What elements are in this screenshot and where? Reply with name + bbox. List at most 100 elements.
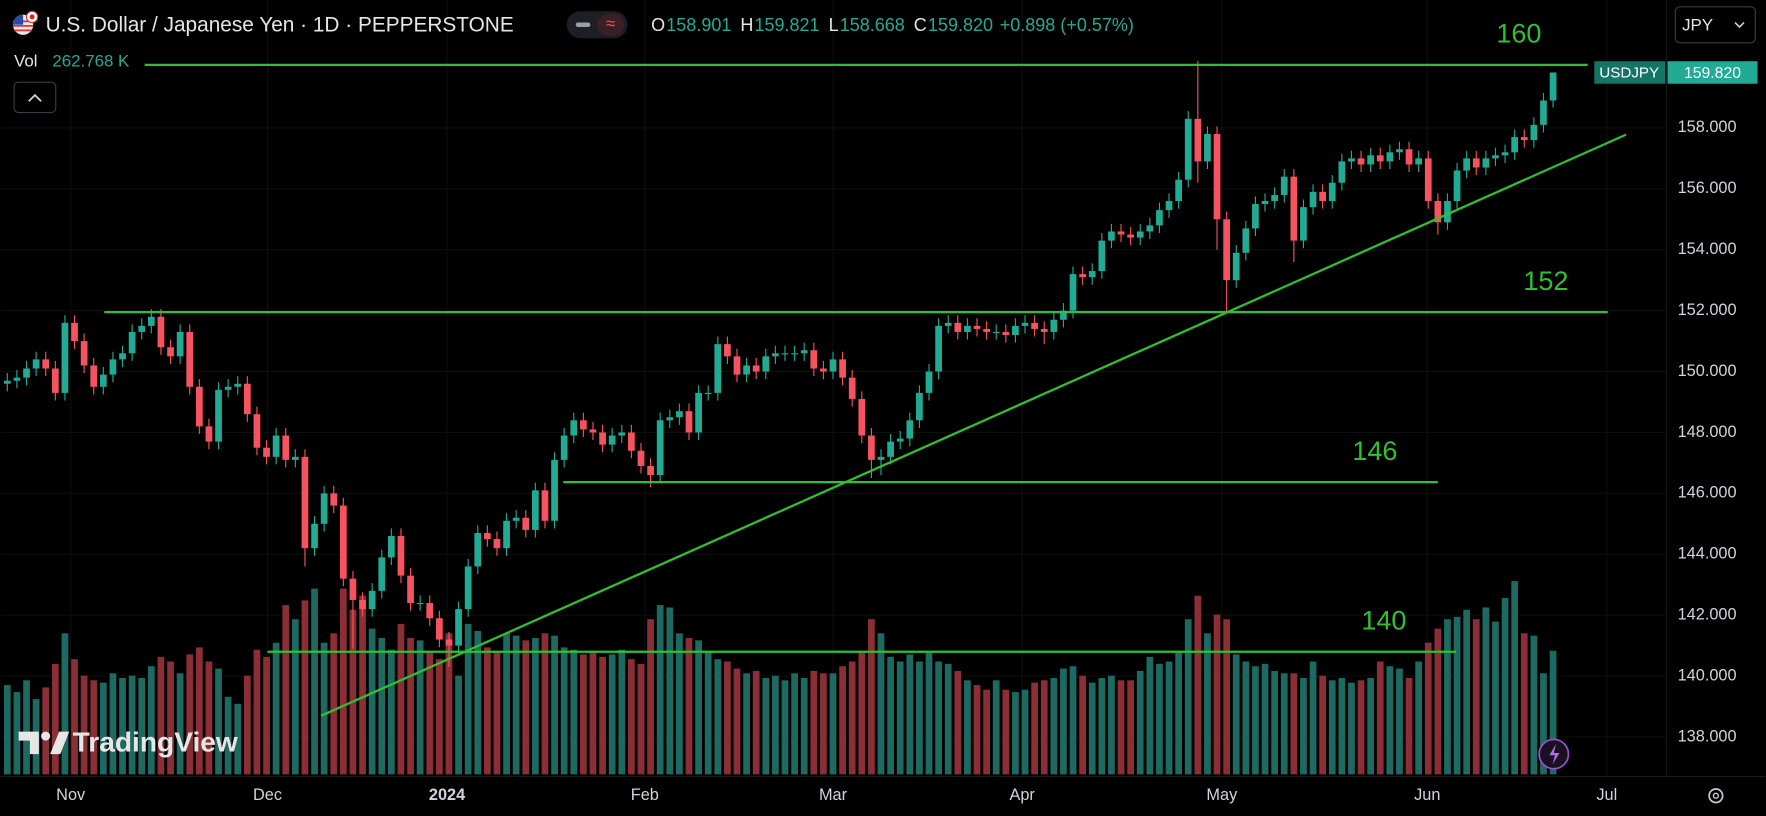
volume-bar <box>1204 633 1211 775</box>
volume-bar <box>1357 680 1365 775</box>
last-price-tag <box>1667 61 1758 84</box>
volume-bar <box>944 663 952 775</box>
candle-body <box>964 325 971 332</box>
volume-bar <box>781 680 789 775</box>
candle-body <box>1415 158 1423 165</box>
volume-bar <box>1424 642 1432 775</box>
candle-body <box>1050 319 1058 332</box>
volume-bar <box>1434 628 1442 775</box>
candle-body <box>215 389 222 442</box>
candle-body <box>685 411 693 433</box>
candle-body <box>32 359 40 369</box>
y-tick-label: 148.000 <box>1678 423 1737 441</box>
candle-body <box>1271 194 1279 202</box>
volume-bar <box>1520 633 1528 775</box>
candle-body <box>896 438 904 442</box>
candle-body <box>157 316 165 348</box>
alert-button[interactable] <box>1538 738 1570 770</box>
candle-body <box>743 365 750 375</box>
volume-bar <box>119 677 126 775</box>
candle-body <box>1136 231 1144 238</box>
candle-body <box>752 365 760 372</box>
volume-bar <box>839 666 846 775</box>
volume-bar <box>522 640 530 775</box>
candle-body <box>1549 72 1557 101</box>
volume-bar <box>1127 680 1134 775</box>
volume-bar <box>1472 619 1480 775</box>
candle-body <box>90 365 98 387</box>
candle-body <box>666 417 674 421</box>
volume-bar <box>704 652 712 775</box>
candle-body <box>772 353 779 357</box>
volume-bar <box>1376 661 1384 775</box>
candle-body <box>272 435 280 457</box>
candle-body <box>80 341 88 366</box>
candle-body <box>848 377 856 399</box>
volume-bar <box>1165 661 1173 775</box>
x-tick-label: May <box>1206 786 1238 804</box>
candle-body <box>263 447 270 457</box>
candle-body <box>3 380 11 384</box>
collapse-button[interactable] <box>13 81 57 114</box>
candle-body <box>1146 225 1154 232</box>
candle-body <box>368 590 376 610</box>
volume-bar <box>1549 650 1557 775</box>
volume-bar <box>762 677 770 775</box>
volume-bar <box>147 666 155 775</box>
volume-bar <box>1280 673 1288 775</box>
candle-body <box>695 392 702 433</box>
candle-body <box>637 450 645 466</box>
candle-body <box>1463 158 1471 171</box>
volume-bar <box>1242 661 1250 775</box>
volume-bar <box>551 635 558 775</box>
y-tick-label: 150.000 <box>1678 362 1737 380</box>
candle-body <box>618 432 626 436</box>
volume-bar <box>1175 652 1182 775</box>
volume-bar <box>1540 673 1547 775</box>
volume-bar <box>387 649 395 775</box>
candle-body <box>532 490 539 530</box>
currency-button[interactable] <box>1674 6 1756 44</box>
candle-body <box>1472 158 1480 168</box>
volume-bar <box>1319 675 1327 775</box>
volume-bar <box>1300 677 1307 775</box>
candle-body <box>445 639 453 646</box>
indicator-toggle[interactable]: ≈ <box>566 11 628 39</box>
volume-value: 262.768 K <box>52 51 130 70</box>
candle-body <box>1530 124 1538 141</box>
volume-bar <box>599 656 606 775</box>
volume-bar <box>973 685 981 775</box>
y-tick-label: 156.000 <box>1678 179 1737 197</box>
candle-body <box>1204 134 1211 162</box>
candle-body <box>1280 176 1288 195</box>
candle-body <box>1453 170 1461 202</box>
settings-button[interactable] <box>1708 788 1724 804</box>
candle-body <box>925 371 933 393</box>
candle-body <box>589 429 597 433</box>
y-tick-label: 142.000 <box>1678 606 1737 624</box>
line-label: 140 <box>1361 606 1406 636</box>
volume-bar <box>1501 598 1509 775</box>
candle-body <box>522 517 530 530</box>
flag-icon <box>12 10 39 35</box>
candle-body <box>839 359 846 378</box>
volume-bar <box>1453 616 1461 775</box>
volume-bar <box>647 619 654 775</box>
volume-bar <box>829 673 837 775</box>
candle-body <box>1520 137 1528 141</box>
candle-body <box>301 456 309 549</box>
volume-bar <box>1012 692 1019 775</box>
candle-body <box>23 368 30 378</box>
volume-bar <box>772 675 779 775</box>
y-tick-label: 144.000 <box>1678 545 1737 563</box>
candle-body <box>435 618 443 640</box>
candle-body <box>551 459 558 521</box>
volume-bar <box>1492 621 1499 775</box>
candle-body <box>954 322 962 332</box>
candle-body <box>291 456 299 460</box>
volume-bar <box>810 670 818 775</box>
volume-bar <box>714 659 722 775</box>
volume-bar <box>407 637 414 775</box>
